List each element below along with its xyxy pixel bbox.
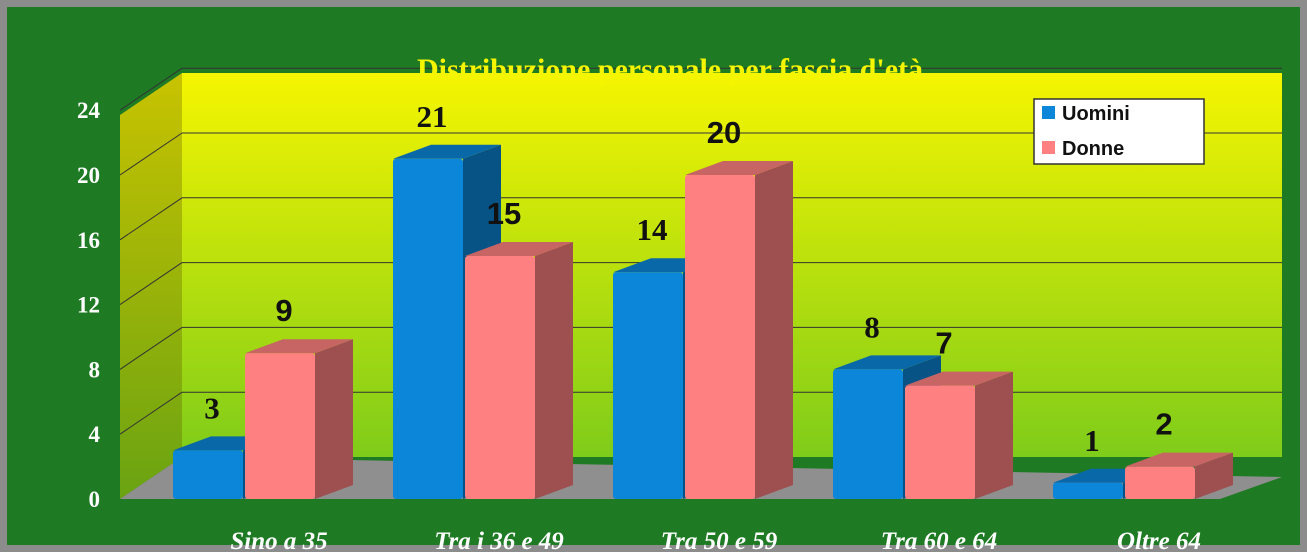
bar-top xyxy=(905,371,1013,386)
bar-front xyxy=(1053,482,1123,499)
gridline xyxy=(119,132,183,176)
chart-side-wall xyxy=(120,73,182,499)
bar-front xyxy=(613,272,683,499)
gridline xyxy=(119,391,183,435)
bar-top xyxy=(1125,452,1233,467)
bar-donne-oltre-64: 2 xyxy=(1125,407,1233,499)
data-label: 21 xyxy=(417,99,448,134)
data-label: 1 xyxy=(1084,423,1100,458)
bar-front xyxy=(685,175,755,499)
bar-front xyxy=(465,256,535,499)
y-tick-label: 8 xyxy=(89,357,101,382)
data-label: 8 xyxy=(864,309,880,344)
legend-box xyxy=(1033,98,1205,165)
data-label: 14 xyxy=(637,212,668,247)
x-tick-label: Tra 50 e 59 xyxy=(661,528,778,555)
legend-swatch-donne xyxy=(1042,141,1055,154)
gridline xyxy=(119,326,183,370)
x-tick-label: Tra 60 e 64 xyxy=(881,528,997,555)
bar-donne-tra-50-e-59: 20 xyxy=(685,115,793,499)
bar-side xyxy=(315,339,353,499)
bar-side xyxy=(1195,452,1233,499)
x-tick-label: Oltre 64 xyxy=(1117,528,1201,555)
bar-top xyxy=(685,161,793,175)
bar-top xyxy=(393,144,501,159)
bar-front xyxy=(905,385,975,499)
x-axis: Sino a 35 Tra i 36 e 49 Tra 50 e 59 Tra 60 … xyxy=(230,528,1201,555)
bar-donne-sino-a-35: 9 xyxy=(245,293,353,499)
gridline xyxy=(119,67,183,111)
bar-front xyxy=(1125,466,1195,499)
bar-top xyxy=(245,339,353,354)
bar-side xyxy=(535,242,573,499)
y-tick-label: 12 xyxy=(77,293,100,318)
bar-front xyxy=(245,353,315,499)
data-label: 20 xyxy=(707,115,741,150)
y-tick-label: 24 xyxy=(77,98,101,123)
bar-top xyxy=(465,242,573,256)
legend: Uomini Donne xyxy=(1033,98,1205,165)
bar-side xyxy=(755,161,793,499)
bar-donne-tra-i-36-e-49: 15 xyxy=(465,196,573,499)
legend-label-donne: Donne xyxy=(1062,138,1124,160)
gridline xyxy=(119,197,183,241)
y-tick-label: 4 xyxy=(89,422,101,447)
y-axis: 0 4 8 12 16 20 24 xyxy=(77,98,101,512)
bars: 3 9 21 15 14 20 8 7 1 2 xyxy=(173,99,1233,500)
bar-side xyxy=(975,371,1013,499)
data-label: 9 xyxy=(275,293,292,328)
bar-front xyxy=(173,450,243,499)
legend-swatch-uomini xyxy=(1042,106,1055,119)
x-tick-label: Tra i 36 e 49 xyxy=(434,528,564,555)
chart-title: Distribuzione personale per fascia d'età xyxy=(417,53,923,86)
bar-front xyxy=(833,369,903,499)
bar-donne-tra-60-e-64: 7 xyxy=(905,326,1013,499)
gridline xyxy=(119,262,183,306)
y-tick-label: 0 xyxy=(89,487,101,512)
y-tick-label: 20 xyxy=(77,163,100,188)
legend-label-uomini: Uomini xyxy=(1062,103,1130,125)
data-label: 15 xyxy=(487,196,521,231)
data-label: 2 xyxy=(1155,407,1172,442)
bar-top xyxy=(833,355,941,370)
data-label: 3 xyxy=(204,390,220,425)
y-tick-label: 16 xyxy=(77,228,100,253)
bar-front xyxy=(393,158,463,500)
x-tick-label: Sino a 35 xyxy=(230,528,327,555)
data-label: 7 xyxy=(935,326,952,361)
